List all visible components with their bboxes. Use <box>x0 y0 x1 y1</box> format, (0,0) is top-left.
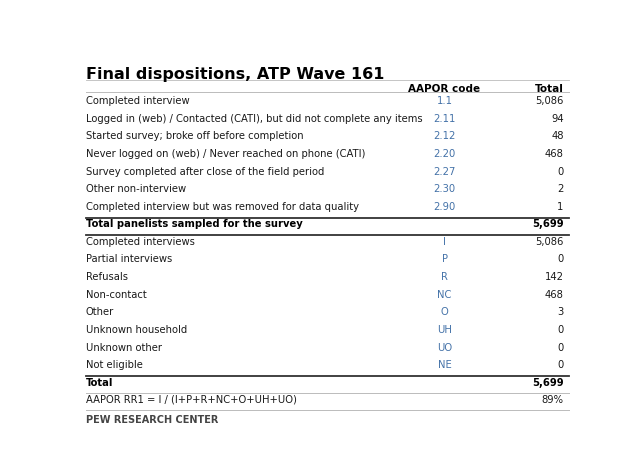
Text: 2.27: 2.27 <box>433 167 456 177</box>
Text: NC: NC <box>437 289 452 300</box>
Text: 2: 2 <box>557 184 564 194</box>
Text: Started survey; broke off before completion: Started survey; broke off before complet… <box>86 131 303 141</box>
Text: 5,699: 5,699 <box>532 377 564 388</box>
Text: 468: 468 <box>545 149 564 159</box>
Text: Completed interview but was removed for data quality: Completed interview but was removed for … <box>86 202 359 212</box>
Text: Not eligible: Not eligible <box>86 360 143 370</box>
Text: Survey completed after close of the field period: Survey completed after close of the fiel… <box>86 167 324 177</box>
Text: Non-contact: Non-contact <box>86 289 147 300</box>
Text: Final dispositions, ATP Wave 161: Final dispositions, ATP Wave 161 <box>86 67 385 82</box>
Text: Unknown other: Unknown other <box>86 342 162 353</box>
Text: 0: 0 <box>557 342 564 353</box>
Text: 0: 0 <box>557 254 564 264</box>
Text: 0: 0 <box>557 360 564 370</box>
Text: Other non-interview: Other non-interview <box>86 184 186 194</box>
Text: Partial interviews: Partial interviews <box>86 254 172 264</box>
Text: 0: 0 <box>557 325 564 335</box>
Text: Total: Total <box>535 85 564 95</box>
Text: 2.90: 2.90 <box>433 202 456 212</box>
Text: UH: UH <box>437 325 452 335</box>
Text: 5,699: 5,699 <box>532 219 564 229</box>
Text: Other: Other <box>86 307 114 317</box>
Text: 3: 3 <box>557 307 564 317</box>
Text: NE: NE <box>438 360 451 370</box>
Text: PEW RESEARCH CENTER: PEW RESEARCH CENTER <box>86 415 218 425</box>
Text: P: P <box>442 254 447 264</box>
Text: UO: UO <box>437 342 452 353</box>
Text: 5,086: 5,086 <box>535 96 564 106</box>
Text: 1: 1 <box>557 202 564 212</box>
Text: R: R <box>441 272 448 282</box>
Text: Refusals: Refusals <box>86 272 128 282</box>
Text: 89%: 89% <box>541 395 564 405</box>
Text: 5,086: 5,086 <box>535 236 564 247</box>
Text: 468: 468 <box>545 289 564 300</box>
Text: 0: 0 <box>557 167 564 177</box>
Text: Unknown household: Unknown household <box>86 325 188 335</box>
Text: Total: Total <box>86 377 113 388</box>
Text: 142: 142 <box>545 272 564 282</box>
Text: Total panelists sampled for the survey: Total panelists sampled for the survey <box>86 219 303 229</box>
Text: 2.30: 2.30 <box>433 184 456 194</box>
Text: 2.12: 2.12 <box>433 131 456 141</box>
Text: Logged in (web) / Contacted (CATI), but did not complete any items: Logged in (web) / Contacted (CATI), but … <box>86 114 422 124</box>
Text: I: I <box>443 236 446 247</box>
Text: Never logged on (web) / Never reached on phone (CATI): Never logged on (web) / Never reached on… <box>86 149 365 159</box>
Text: Completed interviews: Completed interviews <box>86 236 195 247</box>
Text: 2.20: 2.20 <box>433 149 456 159</box>
Text: 94: 94 <box>551 114 564 124</box>
Text: 1.1: 1.1 <box>436 96 452 106</box>
Text: O: O <box>441 307 449 317</box>
Text: 2.11: 2.11 <box>433 114 456 124</box>
Text: AAPOR RR1 = I / (I+P+R+NC+O+UH+UO): AAPOR RR1 = I / (I+P+R+NC+O+UH+UO) <box>86 395 297 405</box>
Text: 48: 48 <box>551 131 564 141</box>
Text: Completed interview: Completed interview <box>86 96 189 106</box>
Text: AAPOR code: AAPOR code <box>408 85 481 95</box>
